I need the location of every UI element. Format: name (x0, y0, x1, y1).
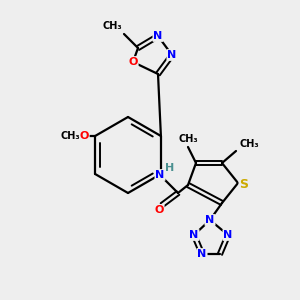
Text: N: N (206, 215, 214, 225)
Text: N: N (224, 230, 232, 240)
Text: CH₃: CH₃ (178, 134, 198, 144)
Text: N: N (167, 50, 177, 60)
Text: CH₃: CH₃ (61, 131, 80, 141)
Text: N: N (189, 230, 199, 240)
Text: O: O (154, 205, 164, 215)
Text: CH₃: CH₃ (239, 139, 259, 149)
Text: N: N (153, 31, 163, 41)
Text: S: S (239, 178, 248, 191)
Text: N: N (197, 249, 207, 259)
Text: O: O (128, 57, 138, 67)
Text: N: N (155, 170, 165, 180)
Text: O: O (80, 131, 89, 141)
Text: H: H (165, 163, 175, 173)
Text: CH₃: CH₃ (102, 21, 122, 31)
